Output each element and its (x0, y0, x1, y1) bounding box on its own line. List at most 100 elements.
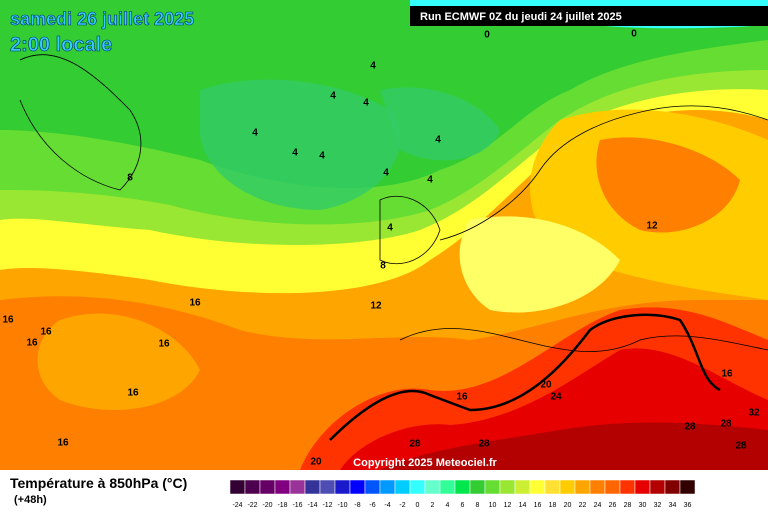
scale-label: -2 (399, 502, 405, 509)
scale-swatch (544, 479, 561, 495)
scale-swatch (589, 479, 606, 495)
scale-swatch (499, 479, 516, 495)
contour-label: 16 (40, 327, 52, 338)
scale-swatch (394, 479, 411, 495)
contour-label: 0 (484, 30, 490, 41)
contour-label: 16 (26, 338, 38, 349)
contour-label: 8 (380, 261, 386, 272)
scale-label: 30 (639, 502, 647, 509)
scale-swatch (634, 479, 651, 495)
scale-label: 6 (461, 502, 465, 509)
contour-label: 12 (370, 301, 382, 312)
local-time: 2:00 locale (10, 34, 112, 56)
scale-swatch (649, 479, 666, 495)
contour-label: 4 (435, 135, 441, 146)
contour-label: 28 (720, 419, 732, 430)
scale-swatch (229, 479, 246, 495)
scale-swatch (484, 479, 501, 495)
scale-label: -24 (232, 502, 242, 509)
contour-label: 28 (735, 441, 747, 452)
scale-swatch (604, 479, 621, 495)
contour-label: 16 (158, 339, 170, 350)
scale-label: -4 (384, 502, 390, 509)
scale-swatch (664, 479, 681, 495)
scale-swatch (559, 479, 576, 495)
scale-label: -8 (354, 502, 360, 509)
scale-label: 2 (431, 502, 435, 509)
scale-swatch (289, 479, 306, 495)
scale-swatch (679, 479, 696, 495)
scale-label: 32 (654, 502, 662, 509)
lead-time: (+48h) (14, 494, 47, 506)
contour-label: 4 (252, 128, 258, 139)
contour-label: 28 (478, 439, 490, 450)
color-scale: -24 -22 -20 -18 -16 -14 -12 -10 -8 -6 -4 -2 0 2 4 6 8 10 1… (229, 479, 696, 509)
contour-label: 4 (370, 61, 376, 72)
scale-swatch (319, 479, 336, 495)
scale-label: 10 (489, 502, 497, 509)
map-field (0, 0, 768, 470)
scale-label: -14 (307, 502, 317, 509)
scale-label: -10 (337, 502, 347, 509)
scale-label: 20 (564, 502, 572, 509)
scale-swatch (424, 479, 441, 495)
scale-label: -22 (247, 502, 257, 509)
scale-label: 28 (624, 502, 632, 509)
scale-swatch (514, 479, 531, 495)
run-banner (410, 6, 768, 26)
contour-label: 20 (540, 380, 552, 391)
contour-label: 4 (330, 91, 336, 102)
scale-swatch (364, 479, 381, 495)
scale-swatch (409, 479, 426, 495)
scale-label: 36 (684, 502, 692, 509)
contour-label: 16 (127, 388, 139, 399)
scale-label: 24 (594, 502, 602, 509)
scale-label: 16 (534, 502, 542, 509)
contour-label: 4 (292, 148, 298, 159)
scale-label: 4 (446, 502, 450, 509)
scale-label: -16 (292, 502, 302, 509)
scale-label: 8 (476, 502, 480, 509)
contour-label: 4 (427, 175, 433, 186)
contour-label: 24 (550, 392, 562, 403)
scale-swatch (259, 479, 276, 495)
scale-swatch (619, 479, 636, 495)
contour-label: 20 (310, 457, 322, 468)
scale-swatch (574, 479, 591, 495)
run-info: Run ECMWF 0Z du jeudi 24 juillet 2025 (420, 11, 622, 23)
scale-label: 34 (669, 502, 677, 509)
scale-label: 0 (416, 502, 420, 509)
scale-label: -18 (277, 502, 287, 509)
scale-label: -20 (262, 502, 272, 509)
contour-label: 12 (646, 221, 658, 232)
contour-label: 16 (57, 438, 69, 449)
scale-swatch (454, 479, 471, 495)
contour-label: 4 (363, 98, 369, 109)
footer-title: Température à 850hPa (°C) (10, 475, 187, 491)
contour-label: 28 (684, 422, 696, 433)
scale-label: 18 (549, 502, 557, 509)
scale-label: 12 (504, 502, 512, 509)
scale-swatch (244, 479, 261, 495)
scale-swatch (349, 479, 366, 495)
scale-label: 22 (579, 502, 587, 509)
contour-label: 16 (456, 392, 468, 403)
contour-label: 32 (748, 408, 760, 419)
copyright: Copyright 2025 Meteociel.fr (353, 457, 497, 469)
contour-label: 16 (189, 298, 201, 309)
contour-label: 0 (631, 29, 637, 40)
contour-label: 16 (721, 369, 733, 380)
scale-label: 14 (519, 502, 527, 509)
scale-swatch (304, 479, 321, 495)
contour-label: 28 (409, 439, 421, 450)
contour-label: 4 (387, 223, 393, 234)
scale-swatch (469, 479, 486, 495)
scale-label: -12 (322, 502, 332, 509)
scale-swatch (439, 479, 456, 495)
contour-label: 4 (319, 151, 325, 162)
scale-swatch (379, 479, 396, 495)
scale-swatch (529, 479, 546, 495)
contour-label: 4 (383, 168, 389, 179)
